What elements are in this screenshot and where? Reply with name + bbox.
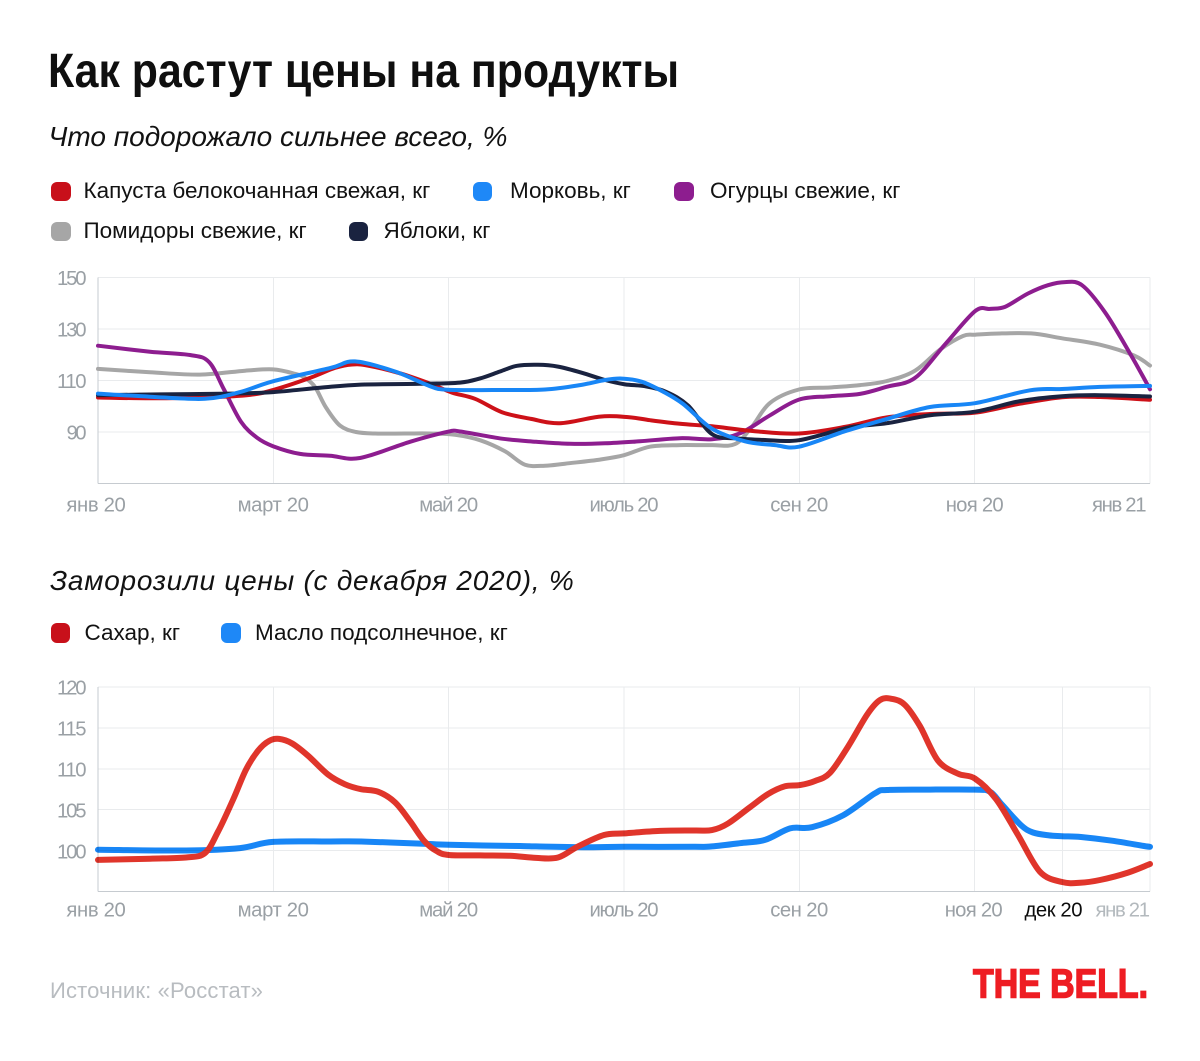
svg-text:май 20: май 20 [419, 494, 478, 516]
svg-text:110: 110 [57, 760, 87, 782]
svg-text:март 20: март 20 [238, 494, 309, 516]
svg-text:июль 20: июль 20 [590, 900, 659, 922]
svg-text:110: 110 [57, 371, 87, 393]
svg-text:115: 115 [57, 719, 87, 741]
svg-text:сен 20: сен 20 [770, 494, 828, 516]
svg-text:янв 21: янв 21 [1092, 494, 1147, 516]
svg-text:130: 130 [57, 320, 87, 342]
svg-text:ноя 20: ноя 20 [945, 900, 1003, 922]
svg-text:105: 105 [57, 800, 87, 822]
svg-text:дек 20: дек 20 [1025, 900, 1083, 922]
svg-text:100: 100 [57, 841, 87, 863]
svg-text:май 20: май 20 [419, 900, 478, 922]
svg-text:ноя 20: ноя 20 [946, 494, 1004, 516]
svg-text:150: 150 [57, 268, 87, 290]
svg-text:120: 120 [57, 678, 87, 700]
svg-text:янв 20: янв 20 [66, 494, 125, 516]
svg-text:THE BELL.: THE BELL. [973, 961, 1148, 1007]
svg-text:июль 20: июль 20 [590, 494, 659, 516]
svg-text:янв 20: янв 20 [66, 900, 125, 922]
svg-text:март 20: март 20 [238, 900, 309, 922]
svg-text:сен 20: сен 20 [770, 900, 828, 922]
svg-text:янв 21: янв 21 [1096, 900, 1151, 922]
svg-text:90: 90 [67, 423, 87, 445]
